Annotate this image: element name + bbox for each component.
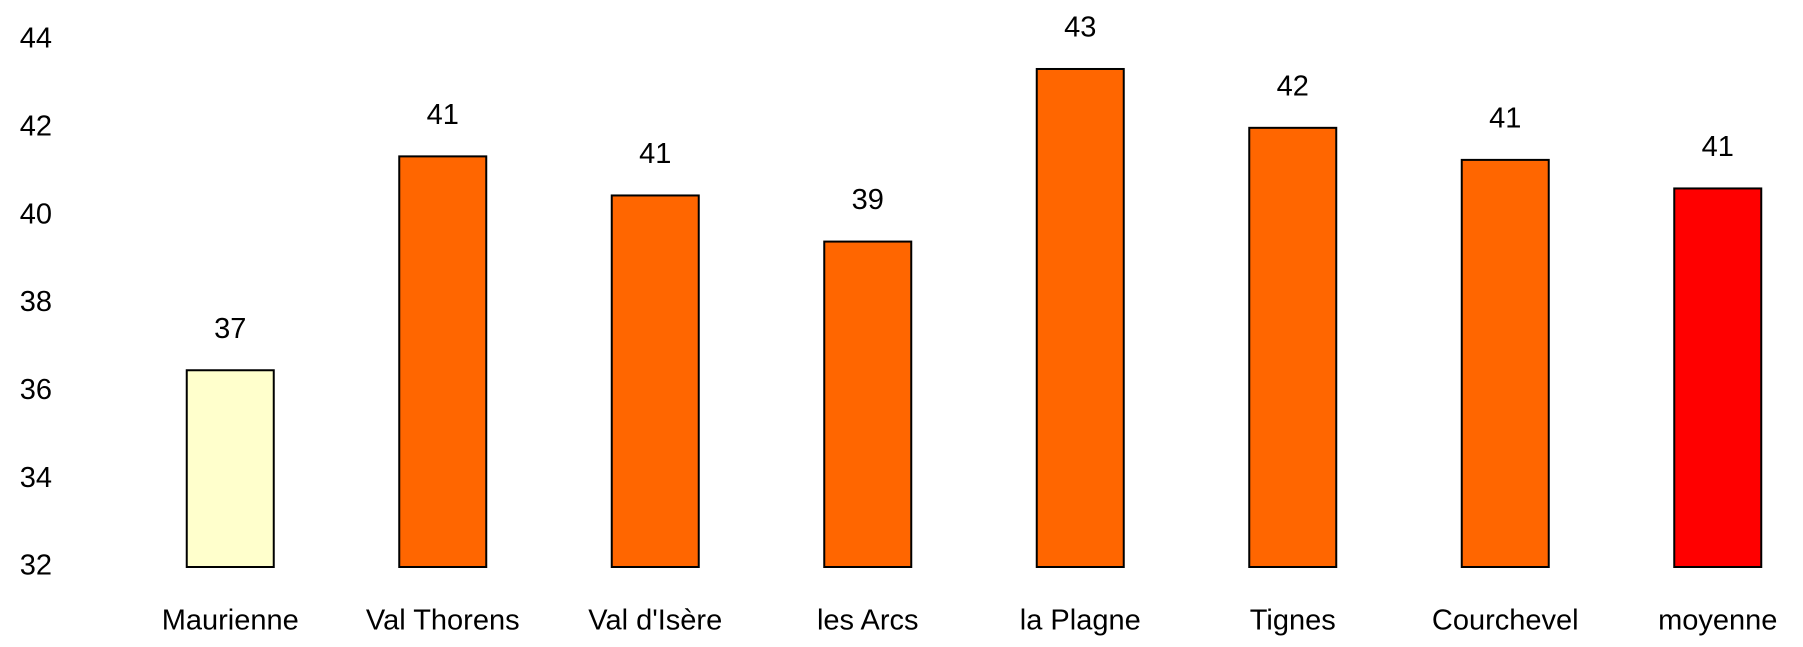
value-label: 37: [214, 313, 246, 345]
bar: [398, 155, 488, 568]
x-tick-label: les Arcs: [817, 605, 919, 637]
x-tick-label: Courchevel: [1432, 605, 1579, 637]
value-label: 41: [427, 99, 459, 131]
y-tick-label: 34: [20, 462, 52, 494]
value-label: 41: [1702, 131, 1734, 163]
y-tick-label: 38: [20, 286, 52, 318]
x-tick-label: la Plagne: [1020, 605, 1141, 637]
y-tick-label: 40: [20, 198, 52, 230]
y-tick-label: 44: [20, 23, 52, 55]
y-tick-label: 36: [20, 374, 52, 406]
x-tick-label: Tignes: [1250, 605, 1336, 637]
bar: [823, 240, 913, 568]
x-tick-label: Maurienne: [162, 605, 299, 637]
x-tick-label: Val d'Isère: [588, 605, 722, 637]
y-tick-label: 42: [20, 110, 52, 142]
x-tick-label: moyenne: [1658, 605, 1777, 637]
bar: [1460, 158, 1550, 569]
bar: [1673, 187, 1763, 569]
value-label: 41: [639, 138, 671, 170]
x-tick-label: Val Thorens: [366, 605, 520, 637]
bar: [185, 369, 275, 568]
bar: [1035, 67, 1125, 569]
value-label: 43: [1064, 12, 1096, 44]
bar: [610, 194, 700, 568]
bar: [1248, 126, 1338, 568]
y-tick-label: 32: [20, 550, 52, 582]
value-label: 39: [852, 184, 884, 216]
value-label: 41: [1489, 103, 1521, 135]
value-label: 42: [1277, 70, 1309, 102]
